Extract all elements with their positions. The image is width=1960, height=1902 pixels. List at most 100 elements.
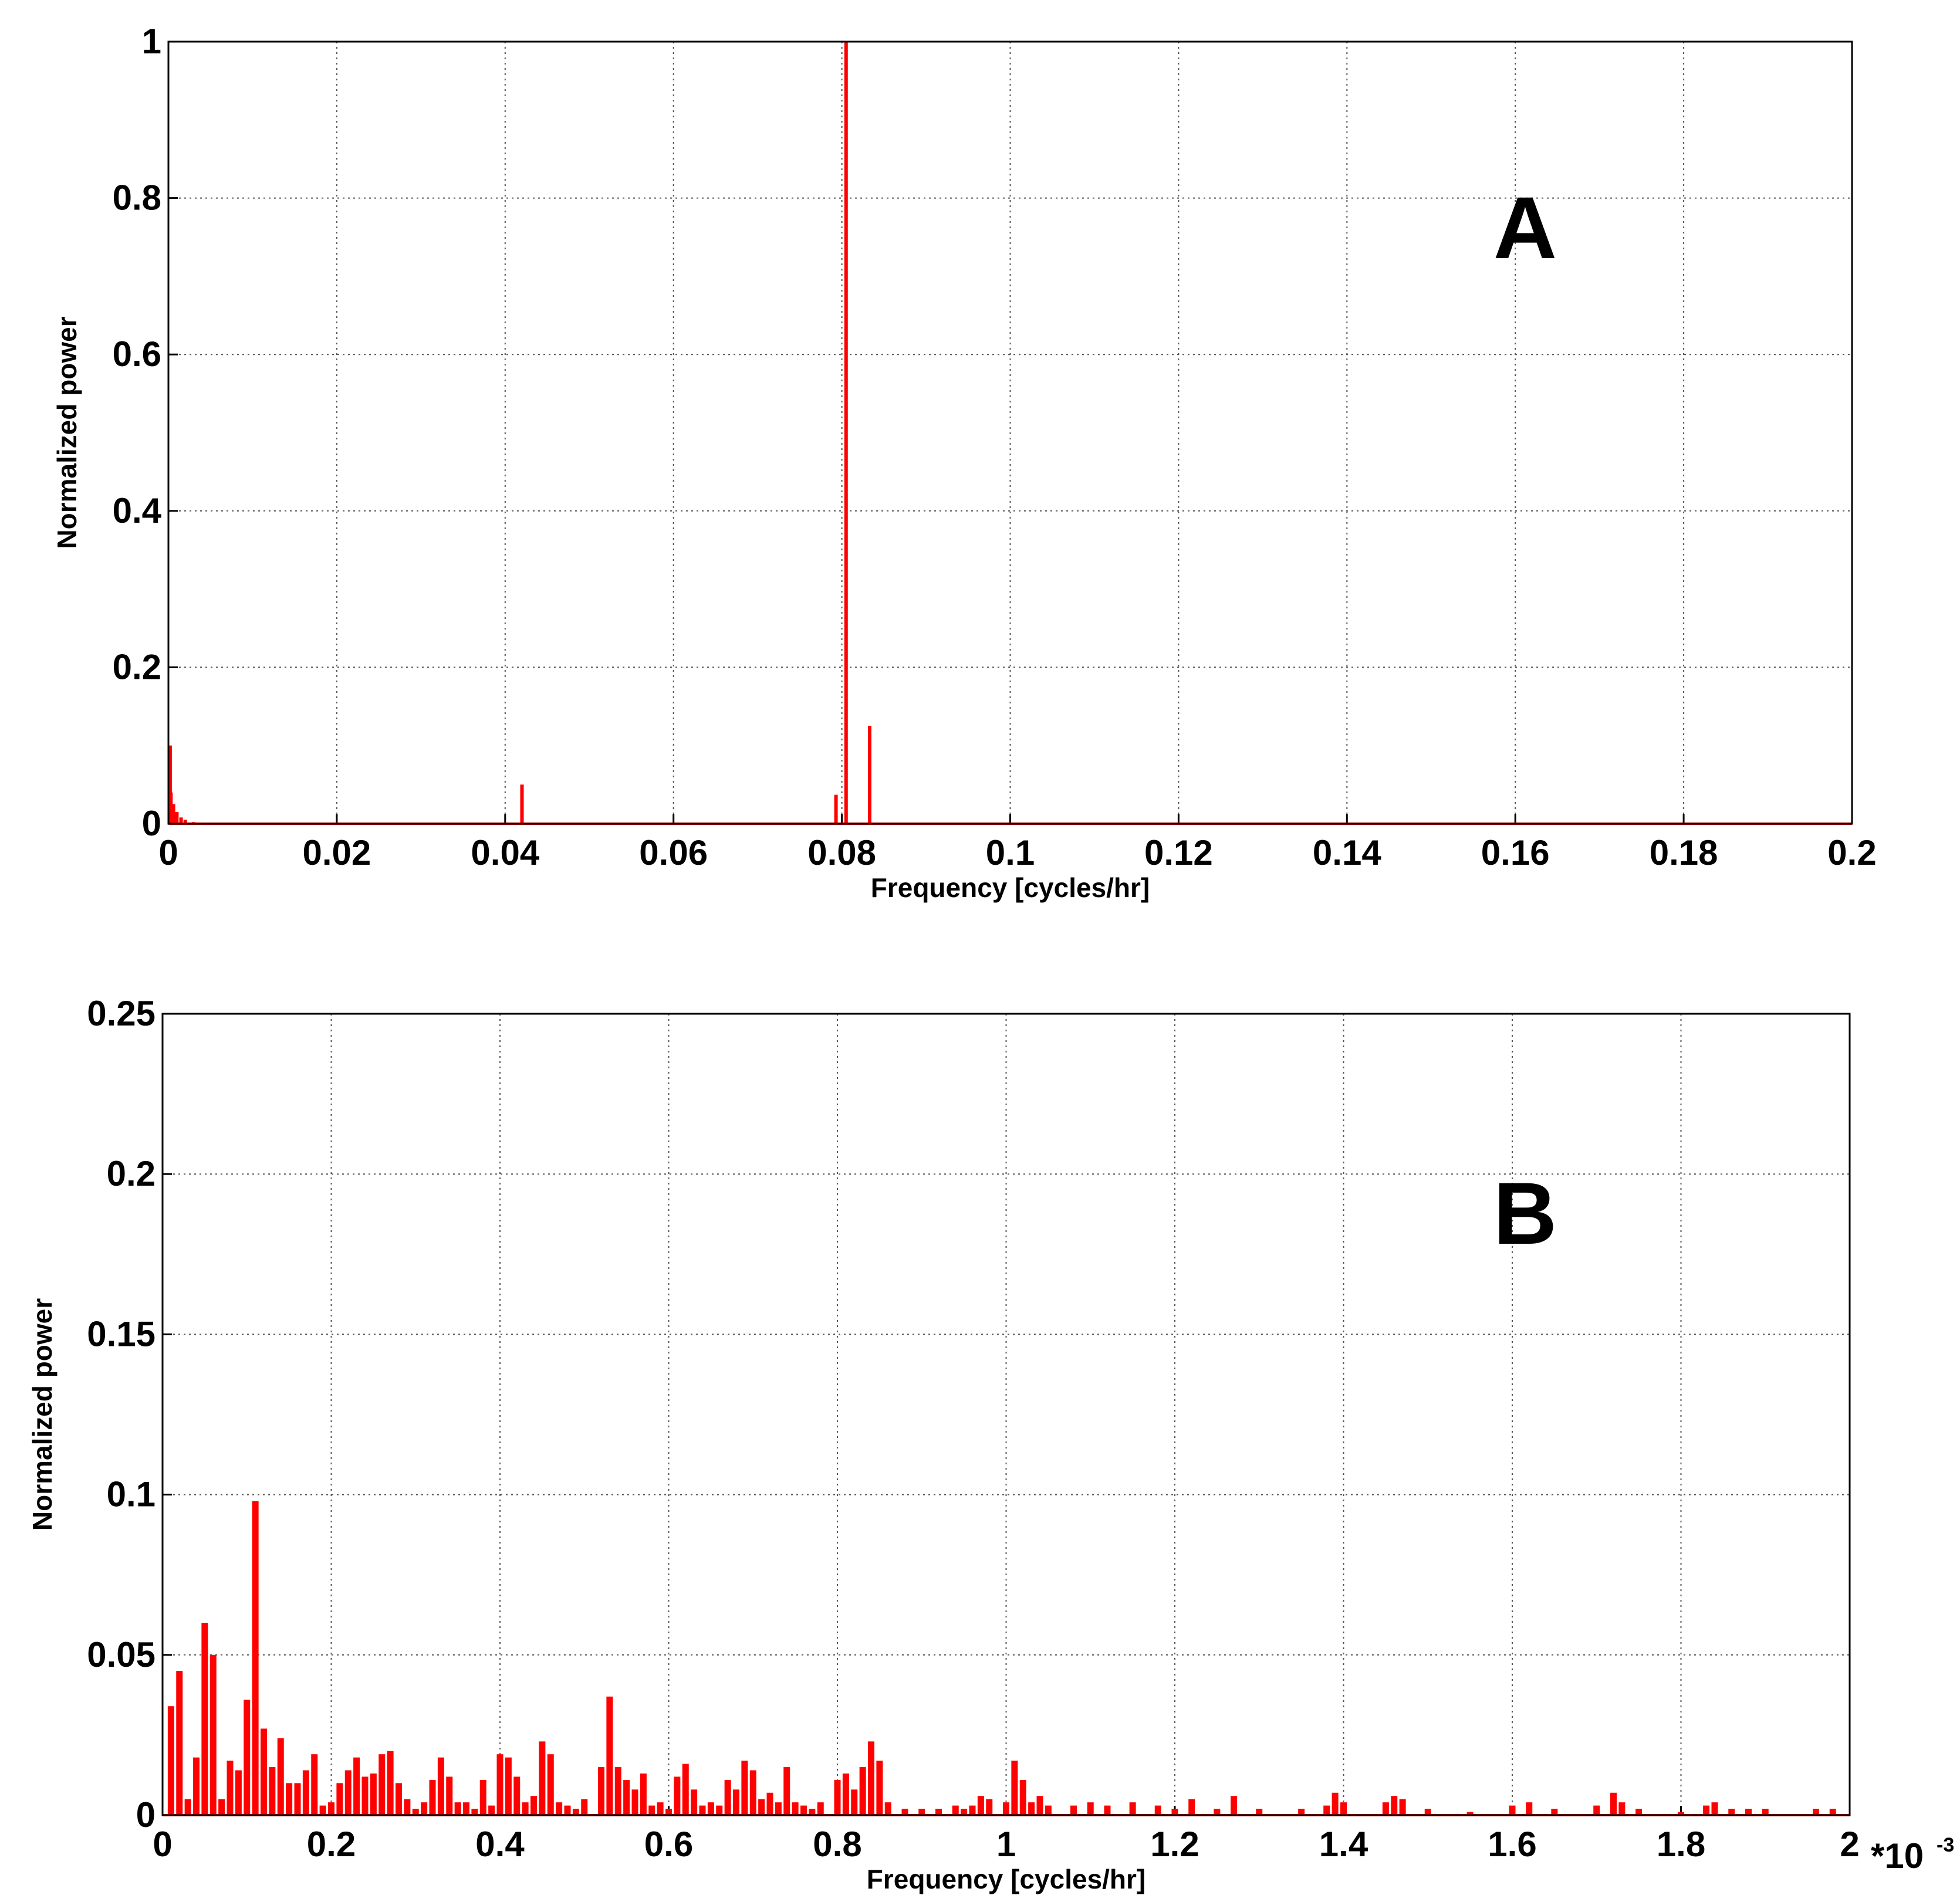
y-tick-label: 0.25 bbox=[87, 994, 156, 1033]
bar bbox=[1171, 1809, 1178, 1815]
bar bbox=[429, 1779, 436, 1815]
bar bbox=[766, 1792, 773, 1815]
bar bbox=[235, 1770, 242, 1815]
bar bbox=[463, 1802, 469, 1815]
bar bbox=[699, 1805, 706, 1815]
bar bbox=[614, 1767, 621, 1815]
bar bbox=[404, 1799, 411, 1815]
bar bbox=[674, 1776, 681, 1815]
bar bbox=[167, 1706, 174, 1815]
bar bbox=[277, 1738, 284, 1815]
bar bbox=[775, 1802, 782, 1815]
bar bbox=[581, 1799, 588, 1815]
x-axis-label: Frequency [cycles/hr] bbox=[871, 872, 1150, 903]
bar bbox=[606, 1696, 613, 1815]
bar bbox=[1813, 1809, 1819, 1815]
bar bbox=[530, 1796, 537, 1815]
bar bbox=[564, 1805, 571, 1815]
bar bbox=[201, 1623, 208, 1815]
bar bbox=[749, 1770, 756, 1815]
y-tick-label: 0.6 bbox=[113, 334, 161, 374]
bar bbox=[353, 1757, 360, 1815]
x-tick-label: 1.8 bbox=[1657, 1825, 1705, 1864]
bar bbox=[986, 1799, 993, 1815]
bar bbox=[547, 1754, 554, 1815]
bar bbox=[844, 42, 848, 824]
bar bbox=[496, 1754, 503, 1815]
panel-label: B bbox=[1493, 1164, 1557, 1263]
bar bbox=[758, 1799, 765, 1815]
x-tick-label: 0.12 bbox=[1144, 833, 1213, 872]
bar bbox=[800, 1805, 807, 1815]
x-multiplier-exponent: -3 bbox=[1937, 1834, 1954, 1856]
bar bbox=[556, 1802, 563, 1815]
bar bbox=[1711, 1802, 1718, 1815]
bar bbox=[454, 1802, 461, 1815]
bar bbox=[1332, 1792, 1339, 1815]
bar bbox=[1070, 1805, 1077, 1815]
bar bbox=[252, 1501, 259, 1815]
bar bbox=[1745, 1809, 1752, 1815]
bar bbox=[437, 1757, 444, 1815]
y-tick-label: 0.2 bbox=[107, 1154, 156, 1193]
bar bbox=[918, 1809, 925, 1815]
bar bbox=[520, 784, 524, 824]
x-tick-label: 0.2 bbox=[307, 1825, 356, 1864]
bar bbox=[471, 1809, 478, 1815]
bar bbox=[379, 1754, 386, 1815]
bar bbox=[169, 792, 173, 824]
x-tick-label: 1.4 bbox=[1319, 1825, 1368, 1864]
plot-frame bbox=[167, 40, 1853, 825]
x-tick-label: 0 bbox=[153, 1825, 172, 1864]
bar bbox=[412, 1809, 419, 1815]
bar bbox=[1003, 1802, 1009, 1815]
x-tick-label: 0.8 bbox=[813, 1825, 861, 1864]
x-tick-label: 0.6 bbox=[644, 1825, 693, 1864]
bar bbox=[598, 1767, 604, 1815]
bar bbox=[572, 1809, 579, 1815]
bar bbox=[842, 1773, 849, 1815]
bar bbox=[631, 1789, 638, 1815]
x-tick-label: 0.2 bbox=[1827, 833, 1876, 872]
bar bbox=[1298, 1809, 1305, 1815]
y-tick-label: 0 bbox=[142, 804, 161, 843]
bar bbox=[244, 1700, 251, 1815]
bar bbox=[1635, 1809, 1643, 1815]
bar bbox=[1466, 1812, 1474, 1815]
bar bbox=[707, 1802, 714, 1815]
bar bbox=[834, 794, 838, 824]
bar bbox=[741, 1761, 748, 1815]
y-tick-label: 1 bbox=[142, 22, 161, 61]
bar bbox=[1188, 1799, 1195, 1815]
bar bbox=[522, 1802, 529, 1815]
bar bbox=[1011, 1761, 1018, 1815]
bar bbox=[1129, 1802, 1136, 1815]
plot-frame bbox=[161, 1013, 1851, 1816]
bar bbox=[834, 1779, 841, 1815]
bar bbox=[1340, 1802, 1347, 1815]
bar bbox=[691, 1789, 698, 1815]
bar bbox=[505, 1757, 512, 1815]
y-tick-label: 0.15 bbox=[87, 1314, 156, 1353]
x-axis-label: Frequency [cycles/hr] bbox=[867, 1864, 1146, 1894]
x-tick-label: 1.2 bbox=[1150, 1825, 1199, 1864]
bar bbox=[1399, 1799, 1406, 1815]
x-tick-label: 0.14 bbox=[1313, 833, 1381, 872]
bar bbox=[682, 1764, 689, 1815]
bar bbox=[1526, 1802, 1533, 1815]
bar bbox=[657, 1802, 664, 1815]
bar bbox=[1391, 1796, 1398, 1815]
bar bbox=[969, 1805, 976, 1815]
bar bbox=[176, 1671, 183, 1815]
bar bbox=[1618, 1802, 1626, 1815]
y-tick-label: 0.4 bbox=[113, 491, 162, 530]
x-tick-label: 0.06 bbox=[639, 833, 708, 872]
bar bbox=[171, 804, 175, 824]
bar bbox=[868, 1741, 874, 1815]
bar bbox=[269, 1767, 276, 1815]
bar bbox=[168, 745, 172, 824]
bar bbox=[1762, 1809, 1769, 1815]
bar bbox=[1231, 1796, 1238, 1815]
x-tick-label: 1.6 bbox=[1488, 1825, 1536, 1864]
bar bbox=[361, 1776, 369, 1815]
